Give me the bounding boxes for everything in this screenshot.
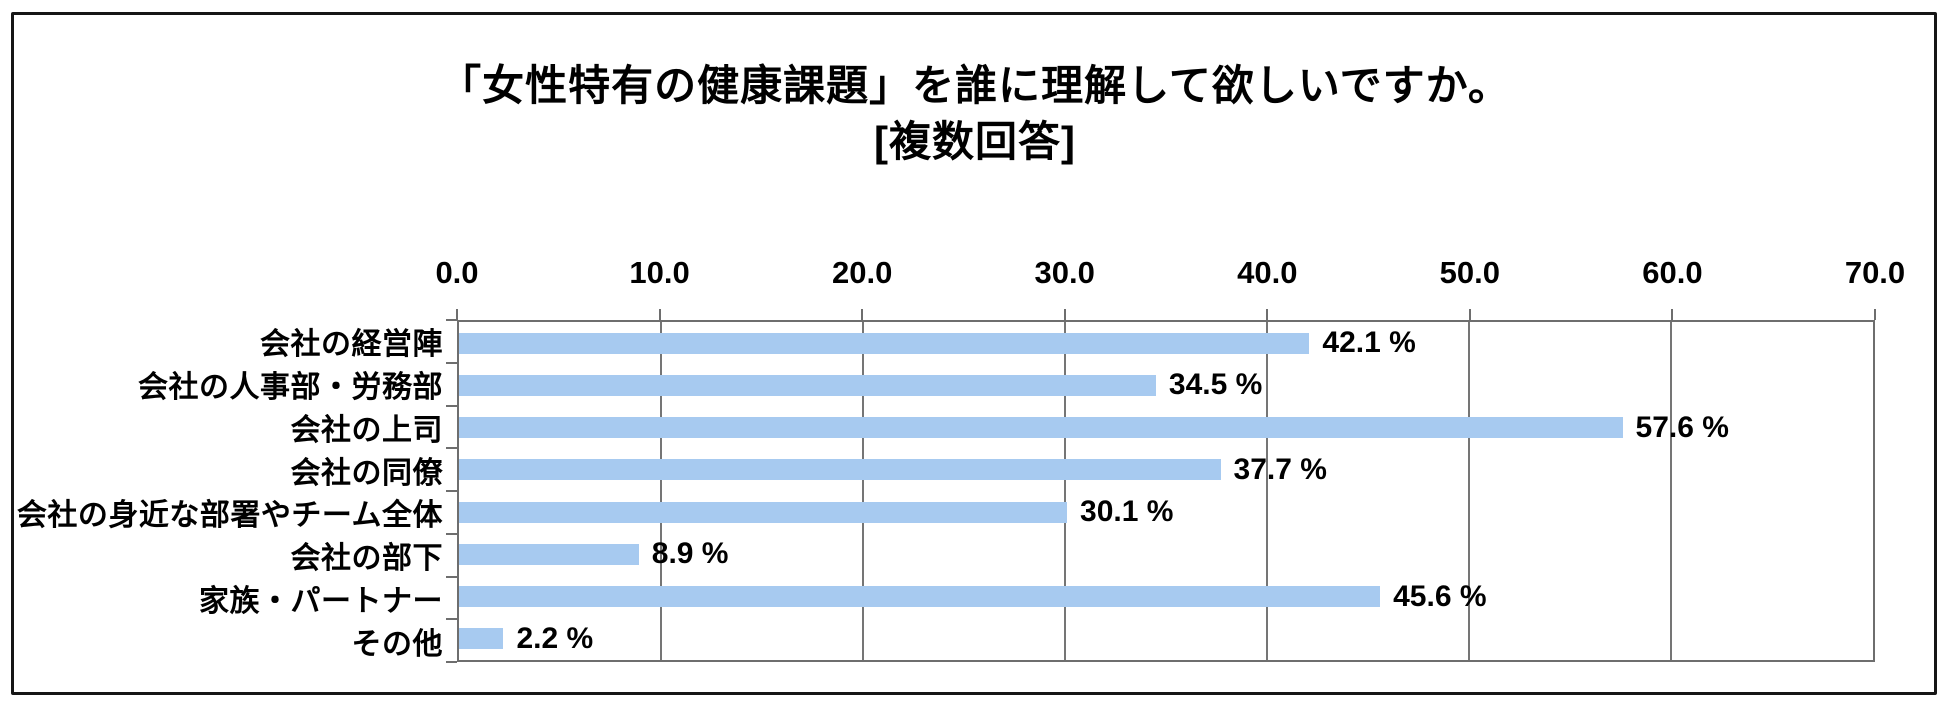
gridline xyxy=(1670,322,1672,660)
y-axis-tick-marks xyxy=(446,319,457,663)
plot-area: 42.1 % 34.5 % 57.6 % 37.7 % 30.1 % 8.9 % 45.6 … xyxy=(457,320,1875,662)
x-tick-label: 70.0 xyxy=(1844,255,1906,290)
bar-row: 57.6 % xyxy=(459,407,1873,449)
category-label: 会社の身近な部署やチーム全体 xyxy=(16,499,443,533)
bar-row: 45.6 % xyxy=(459,576,1873,618)
category-label: 会社の人事部・労務部 xyxy=(138,371,443,405)
bar-row: 37.7 % xyxy=(459,449,1873,491)
x-tick-label: 60.0 xyxy=(1642,255,1703,290)
x-tick-label: 20.0 xyxy=(831,255,893,290)
bar xyxy=(459,501,1068,523)
x-tick xyxy=(1671,309,1674,320)
category-label: 会社の上司 xyxy=(290,413,443,447)
bar-row: 8.9 % xyxy=(459,533,1873,575)
x-tick xyxy=(658,309,661,320)
gridline xyxy=(1468,322,1470,660)
x-tick-label: 0.0 xyxy=(435,255,479,290)
chart-title-line2: [複数回答] xyxy=(874,118,1076,165)
category-label: その他 xyxy=(351,627,443,661)
bar-row: 2.2 % xyxy=(459,618,1873,660)
x-tick xyxy=(861,309,864,320)
x-tick xyxy=(1468,309,1471,320)
category-label: 会社の部下 xyxy=(290,542,443,576)
y-tick xyxy=(446,575,457,578)
category-label: 会社の経営陣 xyxy=(260,328,443,362)
y-axis-category-labels: 会社の経営陣会社の人事部・労務部会社の上司会社の同僚会社の身近な部署やチーム全体… xyxy=(0,320,443,662)
x-tick xyxy=(456,309,458,320)
y-tick xyxy=(446,618,457,621)
bar-value-label: 34.5 % xyxy=(1168,368,1263,402)
bar-value-label: 2.2 % xyxy=(516,621,594,655)
y-tick xyxy=(446,361,457,364)
bar xyxy=(459,332,1310,354)
bar-value-label: 8.9 % xyxy=(651,537,729,571)
bar-value-label: 57.6 % xyxy=(1635,410,1729,444)
x-tick-label: 50.0 xyxy=(1439,255,1501,290)
category-label: 会社の同僚 xyxy=(290,456,443,490)
y-tick xyxy=(446,661,457,663)
x-tick-label: 30.0 xyxy=(1034,255,1095,290)
y-tick xyxy=(446,319,457,321)
x-tick-label: 10.0 xyxy=(629,255,690,290)
bar xyxy=(459,459,1221,481)
x-tick xyxy=(1266,309,1269,320)
bar xyxy=(459,543,639,565)
bar-row: 42.1 % xyxy=(459,322,1873,364)
x-axis-tick-marks xyxy=(456,309,1876,320)
gridline xyxy=(1064,322,1066,660)
x-tick xyxy=(1063,309,1066,320)
gridline xyxy=(861,322,864,660)
category-label: 家族・パートナー xyxy=(199,584,443,618)
bar-value-label: 42.1 % xyxy=(1322,326,1416,360)
bar-value-label: 45.6 % xyxy=(1393,579,1487,613)
bars-layer: 42.1 % 34.5 % 57.6 % 37.7 % 30.1 % 8.9 % 45.6 … xyxy=(459,322,1873,660)
x-tick-label: 40.0 xyxy=(1237,255,1298,290)
chart-title-line1: 「女性特有の健康課題」を誰に理解して欲しいですか。 xyxy=(439,62,1511,109)
gridline xyxy=(659,322,662,660)
bar xyxy=(459,628,504,650)
gridline xyxy=(1265,322,1268,660)
x-axis-tick-labels: 0.0 10.0 20.0 30.0 40.0 50.0 60.0 70.0 xyxy=(435,252,1905,294)
bar-row: 34.5 % xyxy=(459,364,1873,406)
y-tick xyxy=(446,447,457,450)
bar-value-label: 30.1 % xyxy=(1080,495,1174,529)
y-tick xyxy=(446,404,457,407)
chart-title: 「女性特有の健康課題」を誰に理解して欲しいですか。 [複数回答] xyxy=(0,58,1950,170)
y-tick xyxy=(446,532,457,535)
bar-row: 30.1 % xyxy=(459,491,1873,533)
y-tick xyxy=(446,490,457,492)
bar xyxy=(459,586,1381,608)
x-tick xyxy=(1874,309,1876,320)
bar xyxy=(459,417,1623,439)
bar-value-label: 37.7 % xyxy=(1233,452,1327,486)
bar xyxy=(459,374,1156,396)
